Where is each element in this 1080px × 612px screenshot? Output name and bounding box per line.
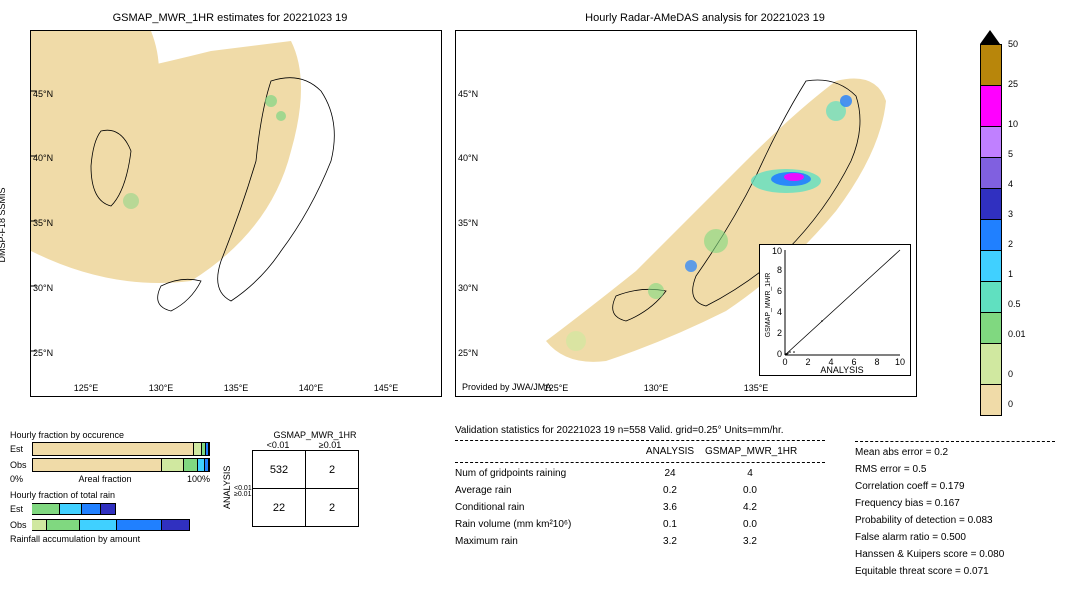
right-map-title: Hourly Radar-AMeDAS analysis for 2022102… [585, 12, 825, 24]
svg-text:45°N: 45°N [33, 89, 53, 99]
stat-row: Rain volume (mm km²10⁶)0.10.0 [455, 516, 825, 533]
metric-row: Hanssen & Kuipers score = 0.080 [855, 546, 1055, 563]
svg-text:130°E: 130°E [644, 383, 669, 393]
svg-text:6: 6 [777, 286, 782, 296]
stat-row: Maximum rain3.23.2 [455, 533, 825, 550]
svg-text:130°E: 130°E [149, 383, 174, 393]
right-map: 45°N 40°N 35°N 30°N 25°N 125°E 130°E 135… [455, 30, 917, 397]
svg-text:25°N: 25°N [458, 348, 478, 358]
stat-row: Num of gridpoints raining244 [455, 465, 825, 482]
svg-text:10: 10 [772, 246, 782, 256]
svg-text:2: 2 [777, 328, 782, 338]
attribution-text: Provided by JWA/JMA [462, 382, 551, 392]
fraction-bar [32, 458, 210, 472]
svg-text:0: 0 [782, 357, 787, 367]
svg-text:35°N: 35°N [458, 218, 478, 228]
svg-text:2: 2 [805, 357, 810, 367]
fraction-bar [32, 503, 210, 515]
contingency-table: 5322 222 [252, 450, 359, 527]
left-map-ylabel: DMSP-F18 SSMIS [0, 187, 7, 262]
svg-text:0: 0 [777, 349, 782, 359]
metric-row: False alarm ratio = 0.500 [855, 529, 1055, 546]
svg-text:30°N: 30°N [33, 283, 53, 293]
fraction-bar [32, 442, 210, 456]
svg-text:10: 10 [895, 357, 905, 367]
metric-row: Frequency bias = 0.167 [855, 495, 1055, 512]
svg-text:4: 4 [777, 307, 782, 317]
svg-text:8: 8 [874, 357, 879, 367]
metric-row: Probability of detection = 0.083 [855, 512, 1055, 529]
svg-text:25°N: 25°N [33, 348, 53, 358]
svg-text:135°E: 135°E [744, 383, 769, 393]
validation-title: Validation statistics for 20221023 19 n=… [455, 425, 825, 436]
svg-text:40°N: 40°N [33, 153, 53, 163]
svg-text:125°E: 125°E [74, 383, 99, 393]
colorbar: 502510543210.50.0100 [980, 30, 1060, 410]
totalrain-caption: Rainfall accumulation by amount [10, 534, 210, 544]
occurrence-title: Hourly fraction by occurence [10, 430, 210, 440]
svg-text:40°N: 40°N [458, 153, 478, 163]
left-map-title: GSMAP_MWR_1HR estimates for 20221023 19 [113, 12, 348, 24]
inset-ylabel: GSMAP_MWR_1HR [765, 273, 772, 338]
totalrain-title: Hourly fraction of total rain [10, 490, 210, 500]
svg-text:140°E: 140°E [299, 383, 324, 393]
svg-text:135°E: 135°E [224, 383, 249, 393]
svg-text:145°E: 145°E [374, 383, 399, 393]
stat-row: Average rain0.20.0 [455, 482, 825, 499]
metric-row: RMS error = 0.5 [855, 461, 1055, 478]
svg-text:30°N: 30°N [458, 283, 478, 293]
metric-row: Equitable threat score = 0.071 [855, 563, 1055, 580]
svg-text:8: 8 [777, 265, 782, 275]
scatter-inset: 0 2 4 6 8 10 0 2 4 6 8 10 ANALYSIS [759, 244, 911, 376]
ct-row-title: ANALYSIS [220, 440, 234, 534]
inset-xlabel: ANALYSIS [820, 365, 863, 375]
metric-row: Correlation coeff = 0.179 [855, 478, 1055, 495]
svg-text:45°N: 45°N [458, 89, 478, 99]
stat-row: Conditional rain3.64.2 [455, 499, 825, 516]
svg-text:35°N: 35°N [33, 218, 53, 228]
metric-row: Mean abs error = 0.2 [855, 444, 1055, 461]
fraction-bar [32, 519, 210, 531]
left-map: 45°N 40°N 35°N 30°N 25°N 125°E 130°E 135… [30, 30, 442, 397]
ct-col-title: GSMAP_MWR_1HR [250, 430, 380, 440]
